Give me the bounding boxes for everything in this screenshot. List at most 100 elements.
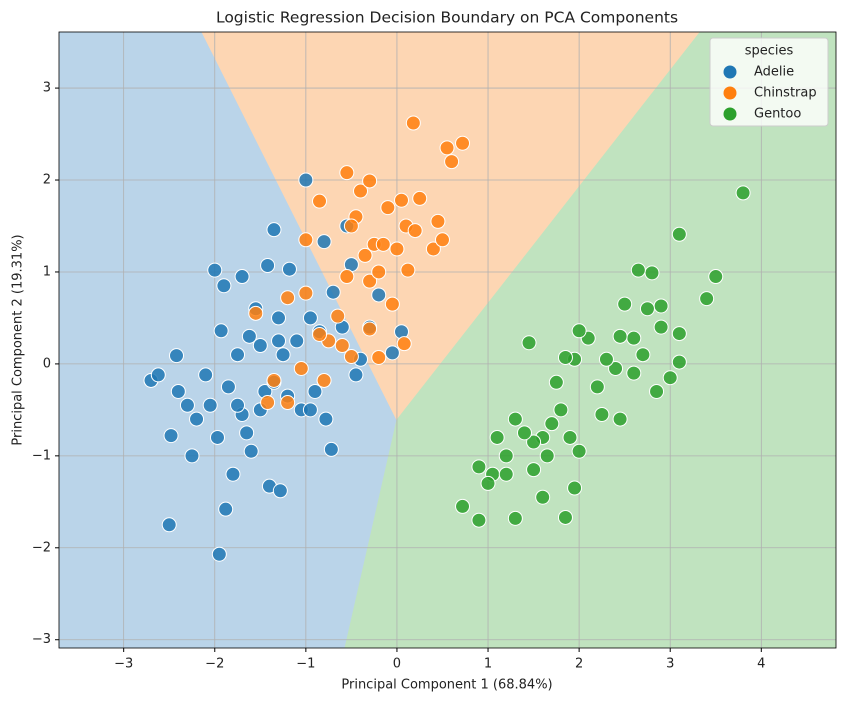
- point: [271, 333, 287, 349]
- point: [553, 402, 569, 418]
- point: [639, 301, 655, 317]
- point: [571, 323, 587, 339]
- point: [189, 411, 205, 427]
- point: [316, 234, 332, 250]
- point: [480, 475, 496, 491]
- point: [323, 441, 339, 457]
- point: [562, 429, 578, 445]
- point: [312, 193, 328, 209]
- point: [179, 397, 195, 413]
- point: [312, 326, 328, 342]
- y-tick-label: 2: [43, 173, 51, 188]
- point: [557, 349, 573, 365]
- x-tick-label: 4: [757, 657, 765, 672]
- x-tick-label: −3: [114, 657, 133, 672]
- point: [243, 443, 259, 459]
- x-tick-label: 3: [666, 657, 674, 672]
- legend-box: [709, 37, 829, 127]
- point: [526, 462, 542, 478]
- point: [225, 466, 241, 482]
- point: [248, 305, 264, 321]
- point: [371, 264, 387, 280]
- point: [293, 361, 309, 377]
- point: [325, 284, 341, 300]
- point: [439, 140, 455, 156]
- point: [471, 512, 487, 528]
- y-axis-label: Principal Component 2 (19.31%): [11, 234, 26, 445]
- point: [653, 319, 669, 335]
- point: [521, 335, 537, 351]
- legend-title: species: [745, 44, 794, 59]
- point: [280, 290, 296, 306]
- point: [339, 269, 355, 285]
- point: [389, 241, 405, 257]
- plot-frame: [58, 31, 837, 649]
- point: [230, 347, 246, 363]
- point: [375, 236, 391, 252]
- point: [213, 323, 229, 339]
- point: [626, 365, 642, 381]
- point: [207, 262, 223, 278]
- point: [234, 269, 250, 285]
- point: [281, 261, 297, 277]
- y-tick-label: 3: [43, 81, 51, 96]
- x-tick-label: −1: [296, 657, 315, 672]
- point: [302, 402, 318, 418]
- point: [471, 459, 487, 475]
- point: [371, 287, 387, 303]
- point: [380, 200, 396, 216]
- point: [298, 285, 314, 301]
- point: [384, 296, 400, 312]
- point: [516, 425, 532, 441]
- legend-label: Chinstrap: [754, 86, 817, 101]
- point: [266, 372, 282, 388]
- point: [626, 330, 642, 346]
- point: [220, 379, 236, 395]
- point: [612, 411, 628, 427]
- point: [489, 429, 505, 445]
- point: [334, 338, 350, 354]
- point: [170, 383, 186, 399]
- point: [169, 348, 185, 364]
- point: [567, 480, 583, 496]
- point: [260, 395, 276, 411]
- point: [405, 115, 421, 131]
- point: [362, 321, 378, 337]
- legend: species Adelie Chinstrap Gentoo: [709, 37, 829, 127]
- point: [318, 411, 334, 427]
- point: [211, 546, 227, 562]
- y-tick-label: −3: [32, 632, 51, 647]
- point: [412, 190, 428, 206]
- point: [260, 258, 276, 274]
- point: [548, 374, 564, 390]
- point: [608, 361, 624, 377]
- point: [400, 262, 416, 278]
- point: [612, 328, 628, 344]
- point: [425, 241, 441, 257]
- legend-label: Gentoo: [754, 107, 801, 122]
- point: [289, 333, 305, 349]
- point: [218, 501, 234, 517]
- point: [393, 192, 409, 208]
- point: [557, 509, 573, 525]
- point: [298, 232, 314, 248]
- point: [161, 517, 177, 533]
- point: [455, 135, 471, 151]
- y-tick-label: −2: [32, 540, 51, 555]
- point: [198, 367, 214, 383]
- point: [353, 183, 369, 199]
- point: [362, 173, 378, 189]
- point: [699, 291, 715, 307]
- points: [143, 115, 751, 562]
- point: [216, 278, 232, 294]
- point: [539, 448, 555, 464]
- point: [348, 367, 364, 383]
- point: [571, 443, 587, 459]
- legend-marker: [723, 86, 737, 100]
- y-tick-label: 0: [43, 356, 51, 371]
- x-tick-label: 0: [393, 657, 401, 672]
- point: [630, 262, 646, 278]
- point: [343, 349, 359, 365]
- point: [649, 383, 665, 399]
- point: [671, 226, 687, 242]
